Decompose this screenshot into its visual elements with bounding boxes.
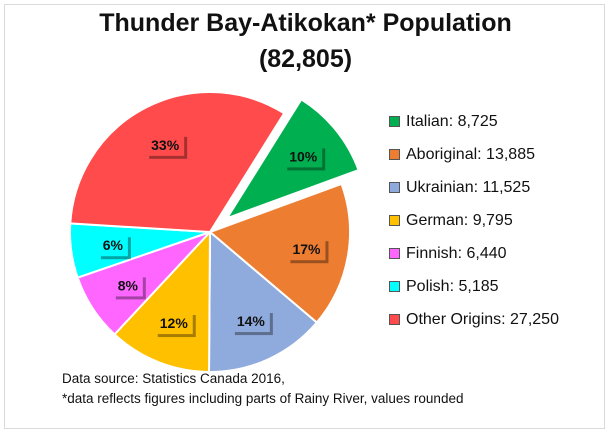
pie-label-ukrainian: 14% (231, 310, 273, 336)
pie-slice-aboriginal (208, 182, 351, 324)
legend-label: Polish: 5,185 (406, 278, 499, 295)
pie-label-aboriginal: 17% (287, 238, 329, 264)
legend-swatch (389, 116, 400, 127)
legend-swatch (389, 182, 400, 193)
pie-label-german: 12% (154, 312, 196, 338)
pie-slice-ukrainian (208, 229, 319, 373)
legend-swatch (389, 215, 400, 226)
data-label: 6% (103, 237, 124, 253)
data-label: 17% (292, 241, 321, 257)
pie-slice-other-origins (69, 91, 286, 234)
legend-swatch (389, 248, 400, 259)
legend-label: German: 9,795 (406, 212, 513, 229)
data-source-note: Data source: Statistics Canada 2016, (62, 371, 285, 386)
legend-label: Finnish: 6,440 (406, 245, 507, 262)
data-label: 33% (151, 137, 180, 153)
pie-label-italian: 10% (284, 145, 326, 171)
data-label: 12% (160, 315, 189, 331)
legend-label: Other Origins: 27,250 (406, 311, 559, 328)
legend-swatch (389, 314, 400, 325)
legend-label: Aboriginal: 13,885 (406, 146, 535, 163)
legend-label: Ukrainian: 11,525 (406, 179, 531, 196)
legend-swatch (389, 149, 400, 160)
pie-label-finnish: 8% (112, 274, 146, 300)
chart-title: Thunder Bay-Atikokan* Population (99, 9, 512, 37)
data-label: 8% (118, 277, 139, 293)
legend-swatch (389, 281, 400, 292)
chart-subtitle: (82,805) (258, 45, 353, 73)
pie-slice-german (113, 229, 212, 374)
pie-label-polish: 6% (97, 234, 131, 260)
data-label: 14% (237, 313, 266, 329)
legend-label: Italian: 8,725 (406, 113, 498, 130)
pie-label-other-origins: 33% (146, 133, 188, 159)
footnote: *data reflects figures including parts o… (62, 391, 464, 406)
data-label: 10% (289, 148, 318, 164)
